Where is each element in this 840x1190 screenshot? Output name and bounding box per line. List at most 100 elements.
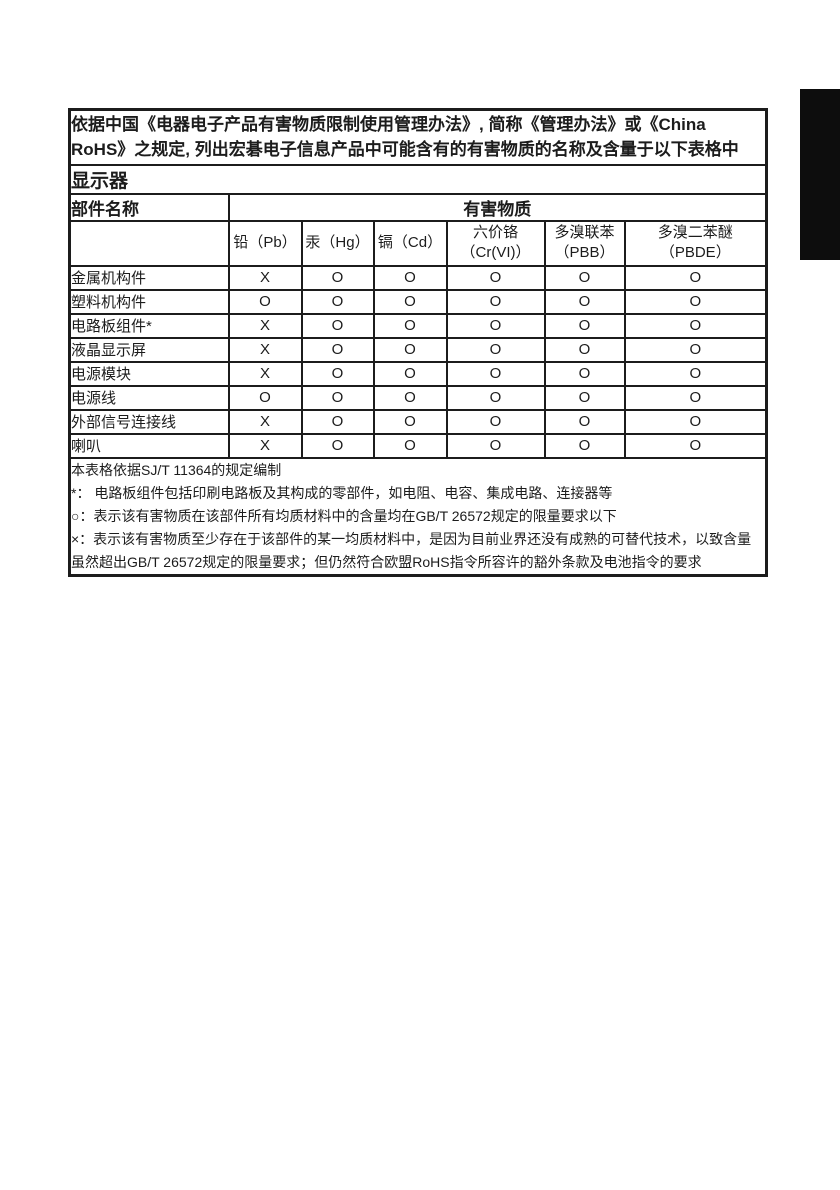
col-header-crvi: 六价铬 （Cr(VI)） (445, 219, 546, 267)
product-title-row: 显示器 (68, 163, 768, 195)
value-cell: O (543, 336, 626, 363)
value-cell: O (623, 432, 768, 459)
value-cell: O (543, 408, 626, 435)
value-cell: O (543, 288, 626, 315)
footnotes-row: 本表格依据SJ/T 11364的规定编制 *： 电路板组件包括印刷电路板及其构成… (68, 456, 768, 576)
value-cell: O (372, 360, 448, 387)
table-row: 喇叭 X O O O O O (68, 432, 768, 459)
col-header-pbde-line2: （PBDE） (659, 244, 731, 261)
value-cell: O (623, 384, 768, 411)
value-cell: O (300, 432, 375, 459)
footnote-asterisk: *： 电路板组件包括印刷电路板及其构成的零部件，如电阻、电容、集成电路、连接器等 (71, 484, 613, 501)
table-row: 金属机构件 X O O O O O (68, 264, 768, 291)
value-cell: O (445, 312, 546, 339)
value-cell: O (623, 360, 768, 387)
col-header-cd-line1: 镉（Cd） (377, 234, 443, 251)
table-row: 电路板组件* X O O O O O (68, 312, 768, 339)
value-cell: O (300, 288, 375, 315)
col-header-cd: 镉（Cd） (372, 219, 448, 267)
part-name: 外部信号连接线 (68, 408, 230, 435)
intro-line-1: 依据中国《电器电子产品有害物质限制使用管理办法》, 简称《管理办法》或《Chin… (71, 115, 706, 135)
value-cell: O (445, 288, 546, 315)
group-header-row: 部件名称 有害物质 (68, 192, 768, 222)
value-cell: O (372, 264, 448, 291)
col-header-hg: 汞（Hg） (300, 219, 375, 267)
col-header-pb: 铅（Pb） (227, 219, 303, 267)
value-cell: O (372, 312, 448, 339)
empty-corner-cell (68, 219, 230, 267)
value-cell: O (300, 384, 375, 411)
value-cell: X (227, 264, 303, 291)
col-header-pbde-line1: 多溴二苯醚 (657, 224, 733, 241)
value-cell: O (372, 384, 448, 411)
intro-row: 依据中国《电器电子产品有害物质限制使用管理办法》, 简称《管理办法》或《Chin… (68, 108, 768, 166)
part-name: 喇叭 (68, 432, 230, 459)
value-cell: O (227, 384, 303, 411)
part-name: 电源线 (68, 384, 230, 411)
value-cell: O (543, 384, 626, 411)
table-row: 塑料机构件 O O O O O O (68, 288, 768, 315)
intro-cell: 依据中国《电器电子产品有害物质限制使用管理办法》, 简称《管理办法》或《Chin… (68, 108, 768, 166)
part-name: 金属机构件 (68, 264, 230, 291)
table-row: 液晶显示屏 X O O O O O (68, 336, 768, 363)
part-name: 电源模块 (68, 360, 230, 387)
value-cell: O (300, 312, 375, 339)
substance-header-row: 铅（Pb） 汞（Hg） 镉（Cd） 六价铬 （Cr(VI)） 多溴联苯 （PBB… (68, 219, 768, 267)
col-header-pbde: 多溴二苯醚 （PBDE） (623, 219, 768, 267)
value-cell: X (227, 408, 303, 435)
col-header-pbb: 多溴联苯 （PBB） (543, 219, 626, 267)
col-header-crvi-line2: （Cr(VI)） (460, 244, 531, 261)
hazardous-substances-header: 有害物质 (227, 192, 768, 222)
value-cell: O (445, 408, 546, 435)
value-cell: O (372, 408, 448, 435)
section-edge-tab (800, 89, 840, 260)
value-cell: O (445, 360, 546, 387)
value-cell: X (227, 312, 303, 339)
product-title: 显示器 (68, 163, 768, 195)
col-header-hg-line1: 汞（Hg） (305, 234, 370, 251)
col-header-pbb-line2: （PBB） (554, 244, 615, 261)
footnotes-cell: 本表格依据SJ/T 11364的规定编制 *： 电路板组件包括印刷电路板及其构成… (68, 456, 768, 576)
part-name: 液晶显示屏 (68, 336, 230, 363)
value-cell: O (623, 408, 768, 435)
table-row: 电源线 O O O O O O (68, 384, 768, 411)
intro-line-2: RoHS》之规定, 列出宏碁电子信息产品中可能含有的有害物质的名称及含量于以下表… (71, 140, 739, 160)
value-cell: O (445, 336, 546, 363)
value-cell: O (445, 264, 546, 291)
value-cell: O (300, 408, 375, 435)
footnote-x-line2: 虽然超出GB/T 26572规定的限量要求；但仍然符合欧盟RoHS指令所容许的豁… (71, 553, 702, 570)
value-cell: O (543, 360, 626, 387)
value-cell: O (623, 264, 768, 291)
value-cell: O (623, 336, 768, 363)
part-name-header: 部件名称 (68, 192, 230, 222)
value-cell: O (445, 384, 546, 411)
value-cell: O (543, 264, 626, 291)
value-cell: O (300, 264, 375, 291)
value-cell: O (543, 312, 626, 339)
value-cell: O (445, 432, 546, 459)
value-cell: X (227, 432, 303, 459)
value-cell: O (227, 288, 303, 315)
part-name: 塑料机构件 (68, 288, 230, 315)
col-header-pb-line1: 铅（Pb） (233, 234, 297, 251)
value-cell: X (227, 360, 303, 387)
col-header-pbb-line1: 多溴联苯 (554, 224, 615, 241)
value-cell: O (372, 336, 448, 363)
china-rohs-table: 依据中国《电器电子产品有害物质限制使用管理办法》, 简称《管理办法》或《Chin… (68, 108, 769, 577)
table-row: 电源模块 X O O O O O (68, 360, 768, 387)
value-cell: O (300, 360, 375, 387)
footnote-circle: ○：表示该有害物质在该部件所有均质材料中的含量均在GB/T 26572规定的限量… (71, 507, 617, 524)
footnote-basis: 本表格依据SJ/T 11364的规定编制 (71, 461, 282, 478)
value-cell: O (300, 336, 375, 363)
value-cell: O (372, 432, 448, 459)
footnote-x-line1: ×：表示该有害物质至少存在于该部件的某一均质材料中，是因为目前业界还没有成熟的可… (71, 530, 752, 547)
value-cell: O (623, 312, 768, 339)
part-name: 电路板组件* (68, 312, 230, 339)
value-cell: O (543, 432, 626, 459)
value-cell: O (372, 288, 448, 315)
value-cell: X (227, 336, 303, 363)
table-row: 外部信号连接线 X O O O O O (68, 408, 768, 435)
col-header-crvi-line1: 六价铬 (472, 224, 518, 241)
value-cell: O (623, 288, 768, 315)
